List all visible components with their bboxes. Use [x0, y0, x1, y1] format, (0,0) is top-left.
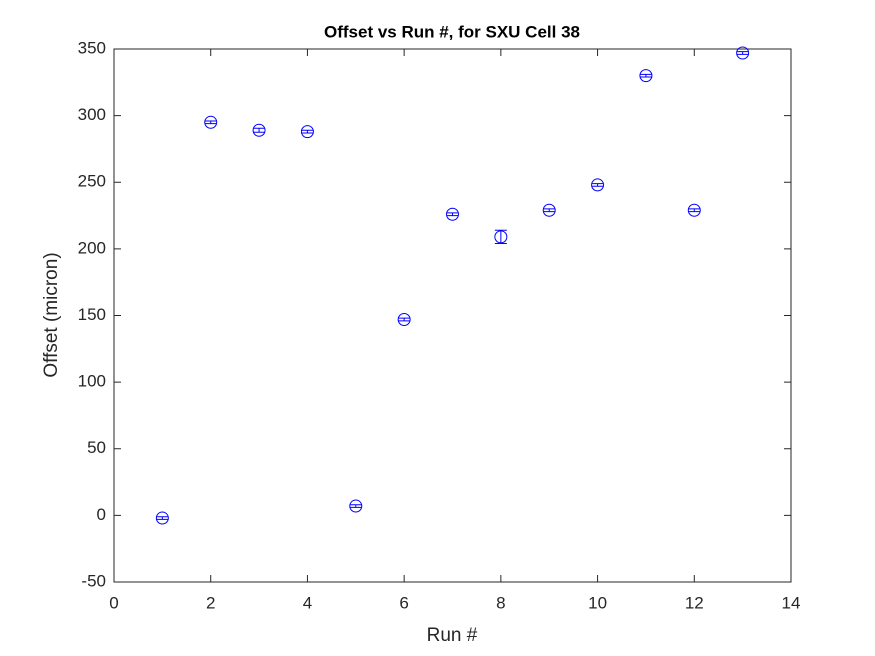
point	[446, 207, 459, 221]
point	[349, 499, 363, 513]
point	[155, 511, 169, 525]
error-bar	[301, 129, 314, 134]
x-tick-label: 10	[588, 593, 607, 612]
error-bar	[494, 229, 507, 245]
y-tick-label: 350	[78, 38, 106, 57]
error-bar	[736, 51, 749, 55]
point	[687, 203, 701, 217]
point	[397, 312, 411, 326]
x-tick-label: 0	[109, 593, 118, 612]
y-tick-label: -50	[81, 571, 106, 590]
point	[300, 125, 314, 139]
point	[252, 123, 266, 137]
error-bar	[591, 183, 604, 187]
error-bar	[156, 516, 169, 520]
y-tick-label: 200	[78, 238, 106, 257]
point	[204, 115, 218, 129]
error-bar	[204, 120, 217, 125]
point	[736, 46, 750, 60]
error-bar	[446, 212, 459, 217]
error-bar	[688, 208, 701, 213]
x-tick-label: 12	[685, 593, 704, 612]
error-bar	[253, 127, 266, 133]
error-bar	[398, 317, 411, 322]
y-axis-label: Offset (micron)	[41, 252, 62, 377]
y-tick-label: 100	[78, 372, 106, 391]
y-tick-label: 0	[97, 505, 106, 524]
point	[639, 69, 653, 83]
x-tick-label: 6	[399, 593, 408, 612]
y-tick-label: 50	[87, 438, 106, 457]
y-tick-label: 150	[78, 305, 106, 324]
error-bar	[543, 208, 556, 213]
x-tick-label: 2	[206, 593, 215, 612]
point	[542, 203, 556, 217]
y-tick-label: 300	[78, 105, 106, 124]
x-tick-label: 8	[496, 593, 505, 612]
y-tick-label: 250	[78, 172, 106, 191]
point	[494, 230, 508, 244]
x-axis-label: Run #	[427, 625, 478, 646]
chart-title: Offset vs Run #, for SXU Cell 38	[324, 22, 580, 41]
error-bar	[639, 73, 652, 78]
point	[591, 178, 605, 192]
error-bar	[349, 504, 362, 508]
x-tick-label: 14	[782, 593, 801, 612]
x-tick-label: 4	[303, 593, 312, 612]
